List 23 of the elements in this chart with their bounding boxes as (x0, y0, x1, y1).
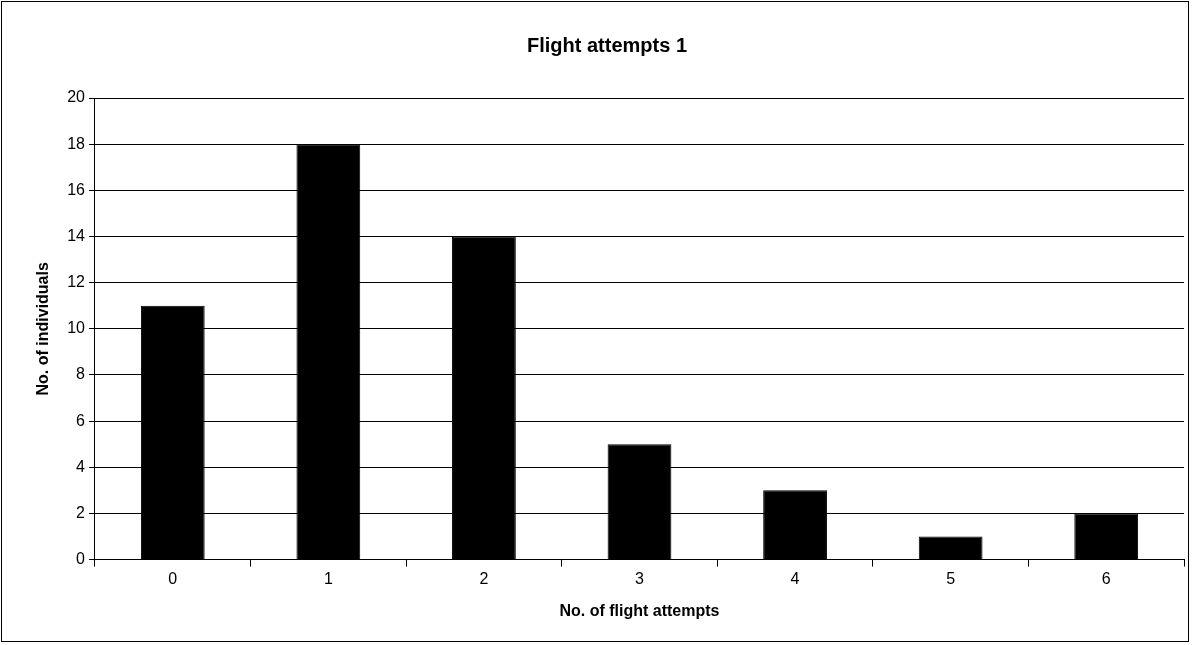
y-tick-label: 4 (76, 457, 86, 475)
x-tick-label: 2 (479, 569, 489, 587)
bar (1074, 513, 1139, 560)
y-tick-label: 14 (67, 226, 86, 244)
x-tick-label: 6 (1101, 569, 1111, 587)
y-tick-label: 6 (76, 411, 86, 429)
x-tick-label: 3 (635, 569, 645, 587)
y-tick-label: 12 (67, 273, 86, 291)
y-tick-label: 20 (67, 88, 86, 106)
y-tick-label: 18 (67, 134, 86, 152)
y-tick-label: 10 (67, 319, 86, 337)
y-tick-label: 0 (76, 550, 86, 568)
x-tick-label: 1 (323, 569, 333, 587)
x-tick-label: 0 (168, 569, 178, 587)
x-axis-title: No. of flight attempts (559, 601, 720, 619)
chart-title: Flight attempts 1 (526, 33, 688, 56)
y-tick-label: 2 (76, 503, 86, 521)
y-tick-label: 16 (67, 180, 86, 198)
x-tick-label: 4 (790, 569, 800, 587)
bar (918, 536, 983, 560)
y-axis-title: No. of individuals (34, 262, 52, 396)
y-tick-label: 8 (76, 365, 86, 383)
x-tick-label: 5 (946, 569, 956, 587)
